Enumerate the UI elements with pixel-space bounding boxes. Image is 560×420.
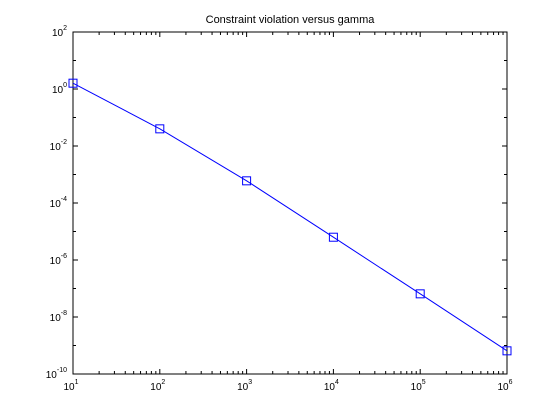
- y-tick-label: 102: [52, 25, 67, 39]
- x-tick-label: 102: [150, 379, 165, 393]
- chart-title: Constraint violation versus gamma: [206, 14, 376, 26]
- y-tick-label: 10-2: [50, 139, 67, 153]
- x-tick-labels: 101 102 103 104 105 106: [63, 379, 512, 393]
- y-tick-label: 10-10: [46, 367, 67, 381]
- y-tick-label: 10-6: [50, 253, 67, 267]
- y-tick-label: 10-8: [50, 310, 67, 324]
- y-tick-labels: 102 100 10-2 10-4 10-6 10-8 10-10: [46, 25, 67, 381]
- x-tick-label: 101: [63, 379, 78, 393]
- y-tick-label: 10-4: [50, 196, 67, 210]
- y-tick-label: 100: [52, 82, 67, 96]
- plot-area: [73, 32, 507, 374]
- x-tick-label: 103: [237, 379, 252, 393]
- x-tick-label: 105: [411, 379, 426, 393]
- x-tick-label: 106: [497, 379, 512, 393]
- x-tick-label: 104: [324, 379, 339, 393]
